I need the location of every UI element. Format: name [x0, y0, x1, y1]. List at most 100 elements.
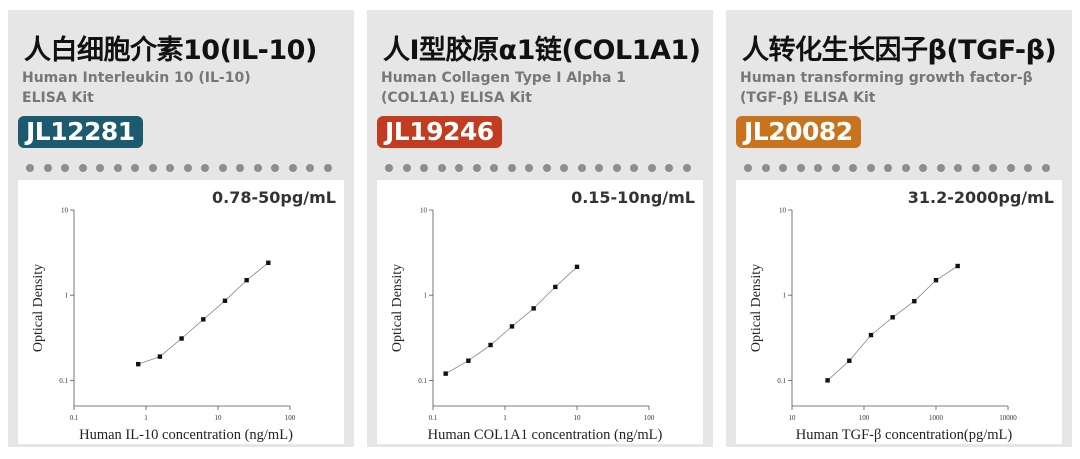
- divider-dot: [253, 164, 262, 172]
- product-subtitle: Human transforming growth factor-β (TGF-…: [740, 68, 1060, 108]
- data-point: [955, 263, 960, 269]
- x-tick-label: 100: [644, 414, 655, 422]
- x-tick-label: 0.1: [70, 414, 79, 422]
- dot-divider: [26, 164, 341, 172]
- standard-curve-chart: 10 100 1000 10000 0.1 1 10 Human TGF-β concentr…: [749, 207, 1017, 444]
- product-subtitle-line2: ELISA Kit: [22, 90, 94, 106]
- divider-dot: [744, 164, 752, 172]
- divider-dot: [26, 164, 34, 172]
- data-point: [157, 354, 163, 359]
- divider-dot: [96, 164, 104, 172]
- data-point: [136, 361, 141, 367]
- detection-range: 0.15-10ng/mL: [571, 188, 695, 207]
- y-tick-label: 0.1: [418, 377, 427, 385]
- data-point: [509, 324, 515, 329]
- product-card-il10: 人白细胞介素10(IL-10) Human Interleukin 10 (IL…: [8, 10, 354, 447]
- y-tick-label: 0.1: [777, 377, 786, 385]
- y-tick-label: 1: [65, 292, 69, 300]
- detection-range: 0.78-50pg/mL: [212, 188, 336, 207]
- x-tick-label: 100: [859, 414, 870, 422]
- x-tick-label: 1: [503, 414, 507, 422]
- fitted-curve: [445, 266, 578, 374]
- divider-dot: [472, 164, 481, 172]
- divider-dot: [420, 164, 428, 172]
- y-axis-label: Optical Density: [31, 264, 46, 352]
- divider-dot: [761, 164, 770, 172]
- dot-divider: [744, 164, 1059, 172]
- y-tick-label: 1: [424, 292, 428, 300]
- divider-dot: [595, 164, 603, 172]
- y-tick-label: 10: [61, 207, 69, 215]
- y-axis-label: Optical Density: [390, 264, 405, 352]
- data-point: [933, 277, 939, 283]
- divider-dot: [849, 164, 857, 172]
- standard-curve-plot: 0.1 1 10 100 0.1 1 10 Human IL-10 concentration…: [18, 180, 344, 444]
- divider-dot: [113, 164, 122, 172]
- data-point: [266, 260, 271, 265]
- divider-dot: [577, 164, 586, 172]
- x-axis-label: Human COL1A1 concentration (ng/mL): [428, 427, 663, 443]
- data-point: [847, 358, 852, 363]
- product-title: 人I型胶原α1链(COL1A1): [383, 35, 701, 66]
- x-tick-label: 10: [574, 414, 582, 422]
- x-tick-label: 1000: [929, 414, 944, 422]
- data-point: [868, 332, 874, 338]
- divider-dot: [665, 164, 673, 172]
- data-point: [912, 298, 917, 304]
- divider-dot: [1006, 164, 1015, 172]
- x-tick-label: 10000: [999, 414, 1017, 422]
- divider-dot: [971, 164, 980, 172]
- divider-dot: [323, 164, 332, 172]
- divider-dot: [166, 164, 174, 172]
- y-axis-label: Optical Density: [749, 264, 764, 352]
- divider-dot: [954, 164, 962, 172]
- divider-dot: [630, 164, 638, 172]
- divider-dot: [236, 164, 244, 172]
- divider-dot: [884, 164, 892, 172]
- product-card-col1a1: 人I型胶原α1链(COL1A1) Human Collagen Type I A…: [367, 10, 713, 447]
- dot-divider: [385, 164, 700, 172]
- product-subtitle-line1: Human Collagen Type I Alpha 1: [381, 70, 627, 86]
- product-subtitle-line1: Human Interleukin 10 (IL-10): [22, 70, 251, 86]
- divider-dot: [385, 164, 393, 172]
- divider-dot: [288, 164, 297, 172]
- divider-dot: [218, 164, 227, 172]
- product-title: 人白细胞介素10(IL-10): [24, 35, 317, 66]
- product-subtitle-line2: (COL1A1) ELISA Kit: [381, 90, 532, 106]
- divider-dot: [148, 164, 157, 172]
- x-tick-label: 1: [144, 414, 148, 422]
- divider-dot: [1041, 164, 1050, 172]
- divider-dot: [919, 164, 927, 172]
- divider-dot: [647, 164, 656, 172]
- fitted-curve: [827, 265, 958, 381]
- data-point: [466, 358, 471, 363]
- divider-dot: [542, 164, 551, 172]
- catalog-code-badge: JL20082: [736, 116, 861, 148]
- standard-curve-plot: 10 100 1000 10000 0.1 1 10 Human TGF-β concentr…: [736, 180, 1062, 444]
- y-tick-label: 0.1: [59, 377, 68, 385]
- divider-dot: [490, 164, 498, 172]
- divider-dot: [131, 164, 139, 172]
- divider-dot: [901, 164, 910, 172]
- detection-range: 31.2-2000pg/mL: [907, 188, 1054, 207]
- divider-dot: [507, 164, 516, 172]
- product-subtitle: Human Interleukin 10 (IL-10) ELISA Kit: [22, 68, 342, 108]
- product-subtitle-line1: Human transforming growth factor-β: [740, 70, 1033, 86]
- x-tick-label: 100: [285, 414, 296, 422]
- standard-curve-chart: 0.1 1 10 100 0.1 1 10 Human COL1A1 concentratio…: [390, 207, 663, 444]
- x-axis-label: Human IL-10 concentration (ng/mL): [79, 427, 293, 443]
- x-tick-label: 10: [215, 414, 223, 422]
- product-subtitle-line2: (TGF-β) ELISA Kit: [740, 90, 876, 106]
- divider-dot: [682, 164, 691, 172]
- divider-dot: [989, 164, 997, 172]
- divider-dot: [43, 164, 52, 172]
- divider-dot: [61, 164, 69, 172]
- y-tick-label: 1: [783, 292, 787, 300]
- divider-dot: [560, 164, 568, 172]
- standard-curve-chart: 0.1 1 10 100 0.1 1 10 Human IL-10 concentration…: [31, 207, 296, 444]
- y-tick-label: 10: [420, 207, 428, 215]
- data-point: [531, 306, 536, 311]
- divider-dot: [455, 164, 463, 172]
- product-subtitle: Human Collagen Type I Alpha 1 (COL1A1) E…: [381, 68, 701, 108]
- data-point: [179, 336, 184, 341]
